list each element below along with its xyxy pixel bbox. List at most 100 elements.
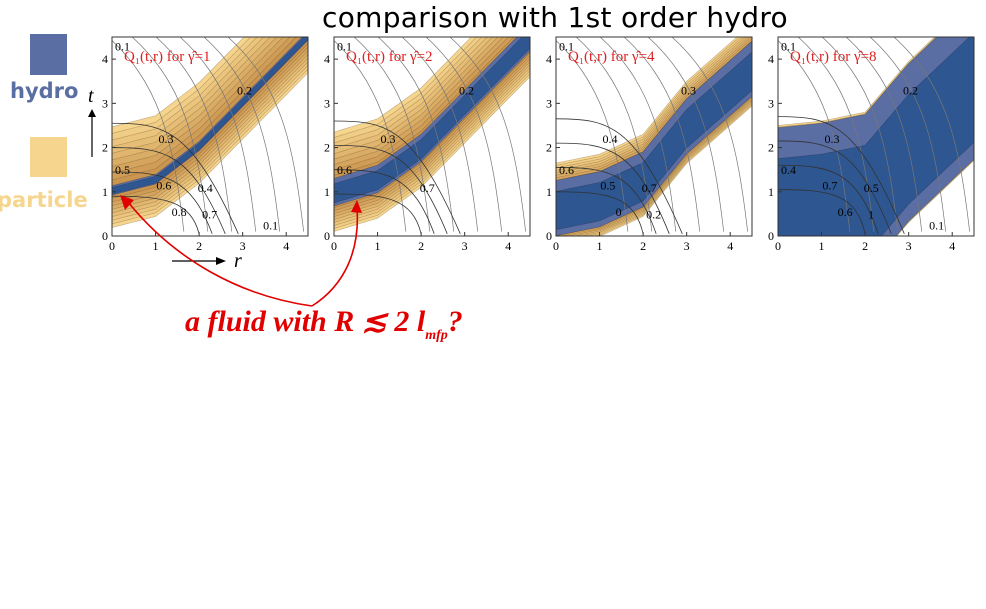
- question-subscript: mfp: [425, 328, 448, 343]
- x-tick-label: 4: [949, 239, 955, 253]
- isoline: [155, 37, 233, 232]
- isoline: [112, 195, 200, 234]
- y-tick-label: 1: [102, 185, 108, 199]
- contour-label: 0.4: [198, 181, 213, 195]
- isoline: [203, 37, 281, 232]
- y-tick-label: 3: [546, 96, 552, 110]
- question-annotation: a fluid with R ≲ 2 lmfp?: [185, 304, 463, 343]
- y-tick-label: 4: [546, 52, 552, 66]
- plot-frame: [555, 36, 753, 237]
- contour-band: [112, 37, 308, 199]
- contour-label: 0.2: [903, 83, 918, 97]
- contour-label: 0: [616, 205, 622, 219]
- x-tick-label: 3: [462, 239, 468, 253]
- question-text: a fluid with R ≲ 2 l: [185, 305, 426, 338]
- isoline: [893, 37, 970, 232]
- y-tick-label: 3: [324, 96, 330, 110]
- isoline: [401, 37, 479, 232]
- y-tick-label: 0: [546, 229, 552, 243]
- contour-label: 0.1: [337, 39, 352, 53]
- contour-label: 0.8: [172, 205, 187, 219]
- plot-area: [778, 37, 974, 236]
- y-tick-label: 0: [768, 229, 774, 243]
- contour-label: 0.1: [559, 39, 574, 53]
- panel-label: Q₁(t,r) for γ̂=4: [568, 49, 655, 65]
- contour-label: 0.7: [420, 181, 435, 195]
- x-tick-label: 0: [775, 239, 781, 253]
- isoline: [778, 164, 879, 234]
- y-tick-label: 2: [768, 141, 774, 155]
- y-tick-label: 2: [546, 141, 552, 155]
- isoline: [112, 40, 185, 232]
- isoline: [778, 40, 851, 232]
- contour-label: 0.2: [646, 207, 661, 221]
- contour-label: 0.6: [559, 163, 574, 177]
- y-tick-label: 4: [324, 52, 330, 66]
- legend-particle-swatch: [30, 137, 67, 177]
- y-axis-label: t: [88, 85, 94, 107]
- contour-label: 0.3: [681, 83, 696, 97]
- question-suffix: ?: [447, 305, 463, 338]
- y-tick-label: 2: [324, 141, 330, 155]
- isoline: [556, 40, 629, 232]
- legend-hydro-swatch: [30, 34, 67, 75]
- hydro-core: [112, 37, 308, 195]
- y-tick-label: 4: [768, 52, 774, 66]
- isoline: [845, 37, 923, 232]
- contour-label: 0.7: [642, 181, 657, 195]
- contour-label: 0.3: [381, 132, 396, 146]
- isoline: [671, 37, 748, 232]
- isoline: [778, 189, 866, 234]
- y-tick-label: 0: [102, 229, 108, 243]
- x-tick-label: 3: [240, 239, 246, 253]
- contour-label: 0.7: [202, 207, 217, 221]
- isoline: [599, 37, 677, 232]
- x-tick-label: 2: [640, 239, 646, 253]
- legend-particle-label: particle: [0, 188, 88, 212]
- x-axis-label: r: [234, 250, 242, 272]
- isoline: [334, 40, 407, 232]
- y-tick-label: 0: [324, 229, 330, 243]
- isoline: [377, 37, 455, 232]
- contour-label: 0.6: [337, 163, 352, 177]
- isoline: [334, 169, 435, 234]
- plot-area: [112, 37, 308, 236]
- x-tick-label: 1: [819, 239, 825, 253]
- contour-label: 0.7: [822, 179, 837, 193]
- x-tick-label: 1: [375, 239, 381, 253]
- annotation-arrows: [120, 195, 362, 307]
- legend-hydro-label: hydro: [10, 79, 79, 103]
- x-tick-label: 0: [109, 239, 115, 253]
- arrowhead-panel-1: [120, 195, 134, 210]
- isoline: [449, 37, 526, 232]
- isoline: [112, 171, 213, 234]
- x-tick-label: 4: [505, 239, 511, 253]
- y-tick-label: 1: [324, 185, 330, 199]
- isoline: [227, 37, 304, 232]
- y-tick-label: 1: [546, 185, 552, 199]
- isoline: [334, 144, 448, 234]
- plot-frame: [777, 36, 975, 237]
- x-tick-label: 2: [862, 239, 868, 253]
- x-tick-label: 4: [283, 239, 289, 253]
- isoline: [556, 118, 683, 234]
- isoline: [131, 37, 209, 232]
- hydro-core: [556, 51, 752, 231]
- x-tick-label: 1: [597, 239, 603, 253]
- isoline: [575, 37, 653, 232]
- panel-1: 0 1 2 3 4012340.10.20.30.40.50.60.70.80.1Q₁(…: [88, 36, 309, 272]
- contour-label: 0.1: [115, 39, 130, 53]
- panel-label: Q₁(t,r) for γ̂=1: [124, 49, 211, 65]
- isoline: [797, 37, 875, 232]
- x-tick-label: 1: [153, 239, 159, 253]
- isoline: [556, 142, 670, 234]
- x-axis-arrowhead: [216, 257, 226, 265]
- x-tick-label: 2: [196, 239, 202, 253]
- contour-label: 0.2: [237, 83, 252, 97]
- isoline: [647, 37, 725, 232]
- isoline: [778, 140, 892, 234]
- isoline: [556, 191, 644, 234]
- contour-label: 0.3: [825, 132, 840, 146]
- contour-label: 0.1: [781, 39, 796, 53]
- y-tick-label: 1: [768, 185, 774, 199]
